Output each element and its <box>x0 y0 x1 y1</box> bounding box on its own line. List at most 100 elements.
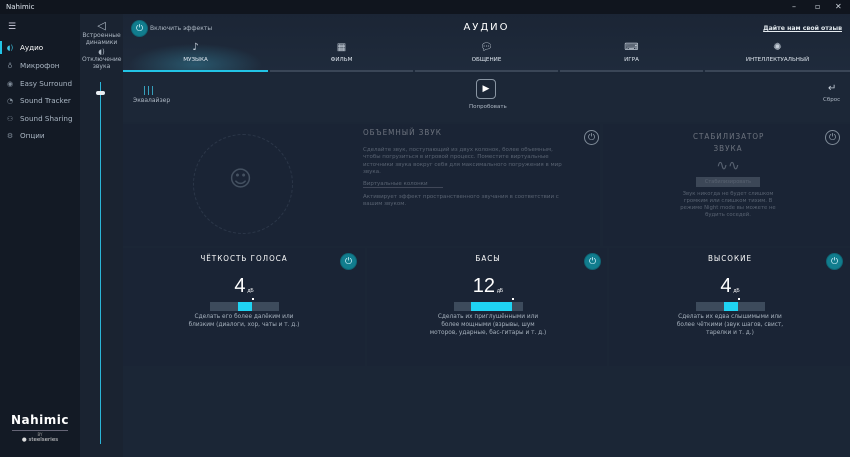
effect-value: 4 дБ <box>609 275 850 298</box>
surround-power-icon[interactable]: ⏻ <box>584 130 599 145</box>
effect-unit: дБ <box>247 288 254 294</box>
volume-slider-handle[interactable] <box>96 90 105 95</box>
surround-icon: ◉ <box>6 79 14 88</box>
effect-title: БАСЫ <box>475 254 501 263</box>
stabilizer-title: СТАБИЛИЗАТОР ЗВУКА <box>693 132 765 153</box>
sidebar-item-microphone[interactable]: ♁ Микрофон <box>0 57 80 74</box>
reset-button[interactable]: Сброс <box>823 97 841 103</box>
title-bar: Nahimic – ▫ ✕ <box>0 0 850 14</box>
gear-icon: ⚙ <box>6 131 14 140</box>
music-note-icon: ♪ <box>192 42 199 53</box>
sidebar-item-label: Аудио <box>20 43 44 52</box>
effect-power-icon[interactable]: ⏻ <box>341 254 356 269</box>
sidebar-item-options[interactable]: ⚙ Опции <box>0 127 80 144</box>
tab-label: МУЗЫКА <box>183 57 208 63</box>
sidebar-item-sound-tracker[interactable]: ◔ Sound Tracker <box>0 92 80 109</box>
effect-slider-fill <box>238 302 253 311</box>
tab-label: ИГРА <box>624 57 639 63</box>
minimize-icon[interactable]: – <box>792 2 796 11</box>
surround-note: Активирует эффект пространственного звуч… <box>363 193 559 208</box>
tab-label: ИНТЕЛЛЕКТУАЛЬНЫЙ <box>745 57 810 63</box>
effect-slider-fill <box>470 302 513 311</box>
toolbar: ||| Эквалайзер ▶ Попробовать ↵ Сброс <box>123 74 850 122</box>
effect-description: Сделать его более далёким или близким (д… <box>188 314 300 328</box>
header: ⏻ Включить эффекты АУДИО Дайте нам свой … <box>123 14 850 72</box>
enable-effects-label: Включить эффекты <box>150 25 213 32</box>
feedback-link[interactable]: Дайте нам свой отзыв <box>763 25 842 32</box>
device-mute[interactable]: Отключение звука <box>82 56 122 70</box>
sidebar-item-label: Sound Tracker <box>20 96 71 105</box>
effect-unit: дБ <box>733 288 740 294</box>
equalizer-button[interactable]: Эквалайзер <box>133 97 171 104</box>
surround-title: ОБЪЕМНЫЙ ЗВУК <box>363 128 442 137</box>
effect-slider[interactable] <box>209 298 279 311</box>
effect-value: 12 дБ <box>367 275 609 298</box>
try-button[interactable]: Попробовать <box>469 104 507 110</box>
virtual-speakers-option[interactable]: Виртуальные колонки <box>363 181 443 188</box>
main-panel: ⏻ Включить эффекты АУДИО Дайте нам свой … <box>123 14 850 457</box>
effect-slider-marker <box>252 298 254 300</box>
sidebar-item-label: Sound Sharing <box>20 114 73 123</box>
clapperboard-icon: ▦ <box>336 42 347 53</box>
hamburger-menu-icon[interactable]: ☰ <box>8 22 17 32</box>
tab-music[interactable]: ♪ МУЗЫКА <box>123 42 268 72</box>
effect-0-content: ЧЁТКОСТЬ ГОЛОСА ⏻ 4 дБ Сделать его более … <box>123 254 365 330</box>
brain-icon: ✺ <box>773 42 782 53</box>
surround-sphere-icon: ☺ <box>193 134 293 234</box>
device-panel: ◁ Встроенные динамики ◖) Отключение звук… <box>80 14 123 457</box>
effect-slider[interactable] <box>695 298 765 311</box>
effect-description: Сделать их приглушёнными или более мощны… <box>429 314 547 336</box>
sidebar-item-audio[interactable]: ◖) Аудио <box>0 39 80 56</box>
effect-power-icon[interactable]: ⏻ <box>827 254 842 269</box>
chat-icon: 💬︎ <box>480 42 493 53</box>
effect-power-icon[interactable]: ⏻ <box>585 254 600 269</box>
sidebar-item-label: Опции <box>20 131 45 140</box>
effect-2-content: ВЫСОКИЕ ⏻ 4 дБ Сделать их едва слышимыми … <box>609 254 850 337</box>
effect-slider-marker <box>738 298 740 300</box>
equalizer-icon[interactable]: ||| <box>143 86 156 96</box>
effect-value-number: 4 <box>720 275 732 297</box>
close-icon[interactable]: ✕ <box>835 2 842 11</box>
tab-game[interactable]: ⌨ ИГРА <box>560 42 703 72</box>
waveform-icon: ∿∿ <box>716 158 740 174</box>
gamepad-icon: ⌨ <box>624 42 639 53</box>
effect-value: 4 дБ <box>123 275 365 298</box>
device-builtin-speakers[interactable]: Встроенные динамики <box>82 32 121 46</box>
effect-title: ЧЁТКОСТЬ ГОЛОСА <box>200 254 288 263</box>
reset-icon[interactable]: ↵ <box>828 83 837 94</box>
play-icon[interactable]: ▶ <box>476 79 496 99</box>
page-title: АУДИО <box>463 22 510 33</box>
volume-slider-track[interactable] <box>100 82 101 444</box>
mute-icon: ◖) <box>98 48 105 56</box>
effect-title: ВЫСОКИЕ <box>707 254 753 263</box>
microphone-icon: ♁ <box>7 61 13 70</box>
sidebar-item-label: Easy Surround <box>20 79 73 88</box>
stabilizer-description: Звук никогда не будет слишком громким ил… <box>680 191 776 219</box>
speaker-icon: ◖) <box>6 43 14 52</box>
tab-film[interactable]: ▦ ФИЛЬМ <box>270 42 413 72</box>
sidebar-item-easy-surround[interactable]: ◉ Easy Surround <box>0 75 80 92</box>
effect-value-number: 4 <box>234 275 246 297</box>
effect-1-content: БАСЫ ⏻ 12 дБ Сделать их приглушёнными или… <box>367 254 609 337</box>
stabilizer-power-icon[interactable]: ⏻ <box>825 130 840 145</box>
sharing-icon: ⚇ <box>6 114 14 123</box>
surround-description: Сделайте звук, поступающий из двух колон… <box>363 147 562 176</box>
effect-slider[interactable] <box>453 298 523 311</box>
surround-card: ☺ ОБЪЕМНЫЙ ЗВУК Сделайте звук, поступающ… <box>123 124 600 246</box>
effect-slider-marker <box>512 298 514 300</box>
effect-slider-fill <box>724 302 739 311</box>
window-title: Nahimic <box>6 3 35 11</box>
tab-label: ФИЛЬМ <box>330 57 353 63</box>
enable-effects-power-icon[interactable]: ⏻ <box>132 21 147 36</box>
maximize-icon[interactable]: ▫ <box>815 2 821 11</box>
sidebar-item-sound-sharing[interactable]: ⚇ Sound Sharing <box>0 110 80 127</box>
effect-unit: дБ <box>497 288 504 294</box>
radar-icon: ◔ <box>6 96 14 105</box>
nahimic-logo: Nahimic BY ● steelseries <box>10 413 70 443</box>
stabilize-button[interactable]: Стабилизировать <box>696 177 760 187</box>
tab-communication[interactable]: 💬︎ ОБЩЕНИЕ <box>415 42 558 72</box>
sidebar: ☰ ◖) Аудио ♁ Микрофон ◉ Easy Surround ◔ Soun… <box>0 14 80 457</box>
effect-value-number: 12 <box>472 275 496 297</box>
sidebar-item-label: Микрофон <box>20 61 60 70</box>
tab-intelligent[interactable]: ✺ ИНТЕЛЛЕКТУАЛЬНЫЙ <box>705 42 850 72</box>
